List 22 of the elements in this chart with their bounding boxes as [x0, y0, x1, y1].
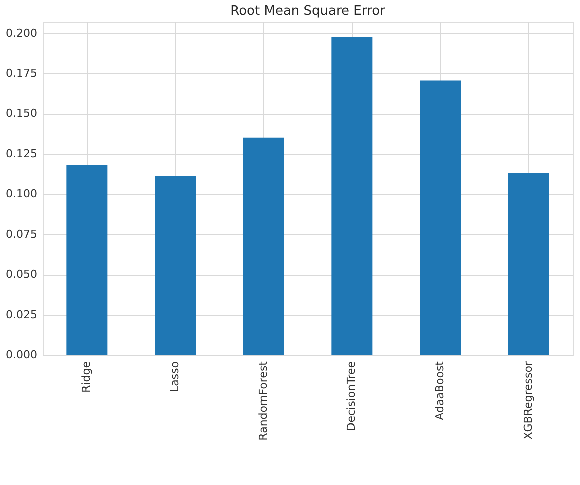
chart-title: Root Mean Square Error	[230, 4, 386, 19]
y-tick-label: 0.100	[6, 188, 38, 201]
x-tick-label: AdaaBoost	[434, 360, 446, 420]
y-tick-label: 0.000	[6, 348, 38, 362]
y-tick-label: 0.150	[6, 107, 38, 120]
bar	[243, 138, 284, 355]
y-tick-label: 0.200	[6, 26, 38, 40]
x-tick-label: Lasso	[168, 361, 182, 393]
y-tick-label: 0.075	[6, 228, 38, 241]
bar	[66, 165, 108, 355]
x-tick-label: XGBRegressor	[522, 361, 535, 440]
bar	[155, 176, 196, 355]
x-tick-label: Ridge	[80, 361, 94, 393]
bar	[508, 173, 550, 355]
bar	[332, 37, 373, 355]
x-tick-label: DecisionTree	[345, 361, 358, 432]
x-tick-label: RandomForest	[256, 360, 270, 441]
bar	[420, 80, 461, 355]
y-tick-label: 0.125	[6, 147, 38, 160]
y-tick-label: 0.025	[6, 308, 38, 322]
y-tick-label: 0.175	[6, 66, 38, 80]
y-tick-label: 0.050	[6, 268, 38, 282]
